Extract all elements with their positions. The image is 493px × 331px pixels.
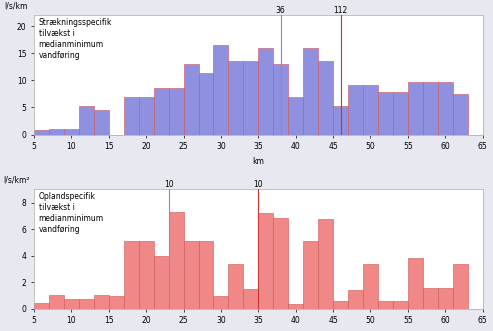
Bar (393, 92, 408, 135)
Bar (423, 82, 438, 135)
Bar (303, 48, 318, 135)
Text: 10: 10 (164, 180, 174, 189)
Bar (453, 264, 468, 309)
Text: Oplandspecifik
tilvækst i
medianminimum
vandføring: Oplandspecifik tilvækst i medianminimum … (38, 192, 104, 234)
Bar (408, 258, 423, 309)
Bar (183, 64, 199, 135)
Bar (64, 299, 79, 309)
Bar (213, 45, 228, 135)
Bar (423, 288, 438, 309)
Bar (258, 213, 273, 309)
Bar (154, 256, 169, 309)
X-axis label: km: km (252, 157, 264, 166)
Bar (79, 299, 94, 309)
Bar (333, 106, 348, 135)
Bar (348, 85, 363, 135)
Bar (139, 241, 154, 309)
Bar (333, 301, 348, 309)
Bar (94, 110, 109, 135)
Bar (109, 296, 124, 309)
Bar (453, 94, 468, 135)
Text: 36: 36 (276, 6, 285, 15)
Text: Strækningsspecifik
tilvækst i
medianminimum
vandføring: Strækningsspecifik tilvækst i medianmini… (38, 18, 112, 60)
Text: 112: 112 (333, 6, 348, 15)
Bar (124, 241, 139, 309)
Bar (378, 92, 393, 135)
Bar (303, 241, 318, 309)
Bar (94, 295, 109, 309)
Bar (34, 130, 49, 135)
Bar (438, 82, 453, 135)
Bar (199, 241, 213, 309)
Bar (244, 61, 258, 135)
Bar (34, 304, 49, 309)
Bar (228, 61, 244, 135)
Bar (363, 264, 378, 309)
Bar (258, 48, 273, 135)
Bar (244, 289, 258, 309)
Bar (378, 301, 393, 309)
Bar (288, 304, 303, 309)
Bar (49, 295, 64, 309)
Bar (79, 106, 94, 135)
Bar (438, 288, 453, 309)
Bar (199, 73, 213, 135)
Bar (49, 129, 64, 135)
Bar (273, 218, 288, 309)
Bar (363, 85, 378, 135)
Bar (64, 129, 79, 135)
Bar (169, 212, 183, 309)
Bar (213, 296, 228, 309)
Bar (393, 301, 408, 309)
Bar (273, 64, 288, 135)
Bar (288, 97, 303, 135)
Bar (124, 97, 139, 135)
Bar (183, 241, 199, 309)
Bar (154, 88, 169, 135)
Bar (228, 264, 244, 309)
Bar (318, 218, 333, 309)
Bar (169, 88, 183, 135)
Y-axis label: l/s/km: l/s/km (4, 1, 28, 10)
Text: 10: 10 (253, 180, 263, 189)
Bar (139, 97, 154, 135)
Y-axis label: l/s/km²: l/s/km² (3, 175, 30, 185)
Bar (348, 290, 363, 309)
Bar (318, 61, 333, 135)
Bar (408, 82, 423, 135)
